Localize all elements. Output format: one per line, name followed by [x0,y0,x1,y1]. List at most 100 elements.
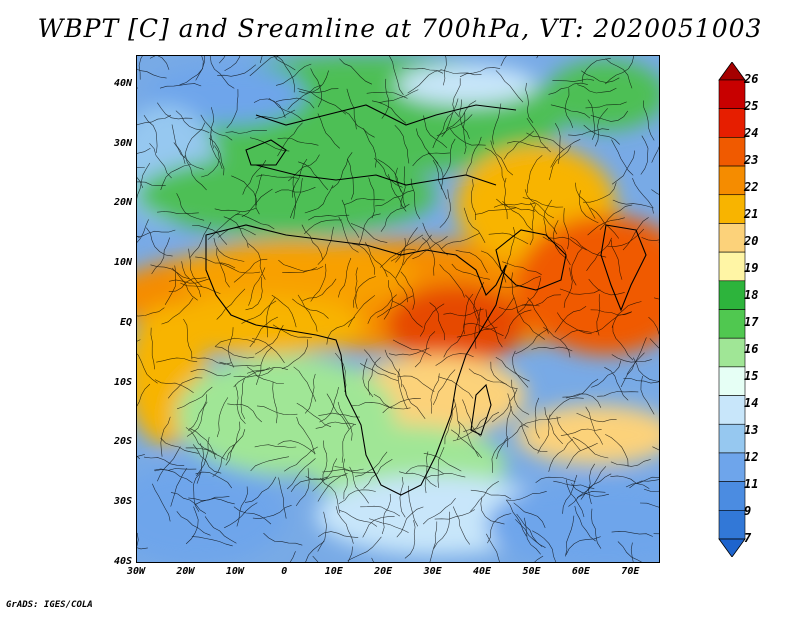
colorbar-tick-label: 26 [744,72,759,86]
streamline [295,468,310,507]
streamline [341,424,355,463]
streamline [209,55,235,89]
streamline [507,393,529,428]
streamline [452,416,487,442]
streamline [526,155,543,193]
colorbar-swatch [718,395,746,425]
streamline [424,473,466,479]
streamline [502,200,533,231]
streamline [470,489,512,500]
streamline [297,88,339,93]
streamline [400,166,406,208]
streamline [136,181,166,186]
streamline [304,219,343,235]
colorbar-swatch [718,366,746,396]
streamline [278,259,318,272]
streamline [362,358,374,398]
colorbar-tick-label: 25 [744,99,759,113]
streamline [337,401,353,441]
streamline [152,483,171,522]
streamline [347,546,353,563]
streamline [550,139,581,168]
streamline [170,468,188,507]
streamline [520,417,561,428]
streamline [630,542,634,563]
streamline [524,189,555,219]
streamline [194,498,235,506]
streamline [404,520,416,559]
streamline [224,502,258,529]
streamline [363,458,393,489]
streamline [632,357,660,382]
streamline [440,69,482,76]
streamline [208,137,225,176]
streamline [610,475,650,489]
streamline [136,229,176,237]
streamline [486,533,501,563]
streamline [245,277,263,311]
lon-tick-label: 30W [126,566,146,577]
streamline [550,104,591,119]
streamline [505,499,527,537]
streamline [284,446,318,472]
streamline [399,471,437,488]
streamline [171,124,186,164]
streamline [490,361,518,390]
streamline [504,177,508,220]
streamline [543,199,553,240]
colorbar-swatch [718,337,746,368]
streamline [583,124,620,145]
streamline [427,152,444,190]
wbpt-field [136,55,660,563]
streamline [241,188,273,218]
streamline [382,398,421,414]
streamline [491,436,509,473]
streamline [255,109,296,119]
streamline [526,132,564,150]
streamline [452,506,471,545]
streamline [498,303,540,310]
streamline [138,55,144,80]
colorbar-swatch [718,79,746,109]
colorbar-tick-label: 16 [744,342,759,356]
streamline [395,227,418,263]
streamline [535,476,576,483]
streamline [611,354,652,363]
streamline [322,440,328,482]
streamline [610,459,651,467]
streamline [583,182,617,203]
colorbar-tick-label: 12 [744,450,759,464]
streamline [612,324,634,361]
streamline [496,425,521,460]
streamline [136,175,144,189]
streamline [216,288,246,320]
streamline [168,278,210,284]
streamline [157,102,193,120]
streamline [576,412,617,423]
lat-tick-label: 30N [113,137,132,149]
streamline [157,446,181,482]
streamline [296,416,316,455]
streamline [537,414,551,454]
credit-text: GrADS: IGES/COLA [6,600,93,610]
colorbar-swatch [718,251,746,282]
lat-tick-label: 10S [113,376,132,388]
colorbar-tick-label: 24 [744,126,759,140]
streamline [534,397,540,439]
streamline [188,394,207,431]
streamline [308,214,350,221]
streamline [617,541,644,563]
streamline [246,366,288,374]
streamline [532,530,557,563]
streamline [146,227,173,257]
streamline [342,458,348,500]
streamline [396,506,424,538]
streamline [519,277,542,313]
streamline [549,397,584,418]
streamline [612,199,654,209]
colorbar-tick-label: 13 [744,423,759,437]
streamline [513,502,546,529]
streamline [191,536,233,547]
streamline [210,107,215,149]
streamline [276,55,295,93]
